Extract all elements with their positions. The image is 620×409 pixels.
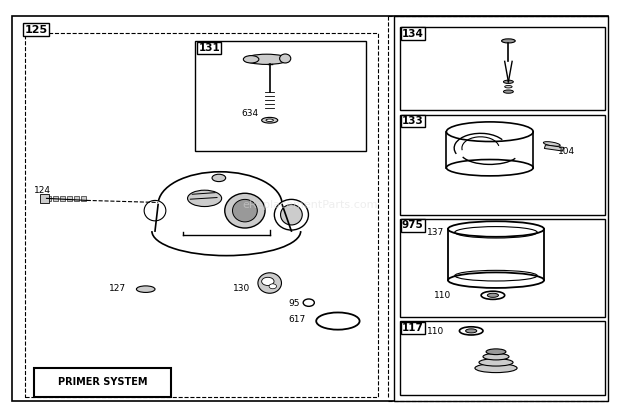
Circle shape [269, 284, 277, 289]
FancyBboxPatch shape [400, 27, 604, 110]
Ellipse shape [543, 142, 560, 146]
Text: 130: 130 [232, 284, 250, 293]
Bar [46, 196, 51, 201]
FancyBboxPatch shape [400, 219, 604, 317]
Text: 133: 133 [402, 116, 423, 126]
Text: 124: 124 [34, 186, 51, 195]
Text: 95: 95 [288, 299, 300, 308]
FancyBboxPatch shape [12, 16, 608, 401]
FancyBboxPatch shape [34, 368, 170, 397]
Text: 137: 137 [427, 228, 444, 237]
Ellipse shape [258, 273, 281, 293]
Text: 110: 110 [434, 291, 451, 300]
Text: 125: 125 [25, 25, 48, 34]
Ellipse shape [280, 54, 291, 63]
Ellipse shape [483, 353, 509, 360]
Text: 131: 131 [198, 43, 220, 53]
Bar [67, 196, 72, 201]
Text: 104: 104 [558, 147, 575, 156]
Bar [74, 196, 79, 201]
FancyBboxPatch shape [195, 41, 366, 151]
Ellipse shape [144, 200, 166, 221]
FancyBboxPatch shape [394, 16, 608, 401]
Ellipse shape [243, 56, 259, 63]
Bar [53, 196, 58, 201]
Ellipse shape [479, 359, 513, 366]
Bar [544, 145, 564, 151]
Ellipse shape [274, 200, 309, 230]
Bar [40, 194, 49, 203]
Bar [60, 196, 65, 201]
Ellipse shape [503, 80, 513, 83]
Bar [81, 196, 86, 201]
Ellipse shape [486, 349, 506, 355]
Ellipse shape [187, 190, 222, 207]
Ellipse shape [212, 174, 226, 182]
Text: eReplacementParts.com: eReplacementParts.com [242, 200, 378, 209]
Ellipse shape [502, 39, 515, 43]
FancyBboxPatch shape [400, 115, 604, 215]
FancyBboxPatch shape [400, 321, 604, 395]
Ellipse shape [266, 119, 273, 121]
Ellipse shape [503, 90, 513, 93]
Text: 127: 127 [108, 284, 126, 293]
Ellipse shape [224, 193, 265, 228]
Text: 975: 975 [402, 220, 423, 230]
Text: 634: 634 [242, 109, 259, 118]
Ellipse shape [487, 293, 498, 297]
Text: 134: 134 [402, 29, 423, 38]
Ellipse shape [245, 54, 288, 65]
Text: 117: 117 [402, 323, 423, 333]
Ellipse shape [280, 204, 303, 225]
Circle shape [262, 277, 274, 285]
Text: 617: 617 [288, 315, 306, 324]
Ellipse shape [475, 364, 517, 373]
Ellipse shape [262, 117, 278, 123]
Ellipse shape [466, 329, 477, 333]
Ellipse shape [232, 200, 257, 222]
Ellipse shape [136, 286, 155, 292]
Text: 110: 110 [427, 327, 444, 336]
Text: PRIMER SYSTEM: PRIMER SYSTEM [58, 378, 147, 387]
FancyBboxPatch shape [25, 33, 378, 397]
Ellipse shape [505, 85, 512, 88]
